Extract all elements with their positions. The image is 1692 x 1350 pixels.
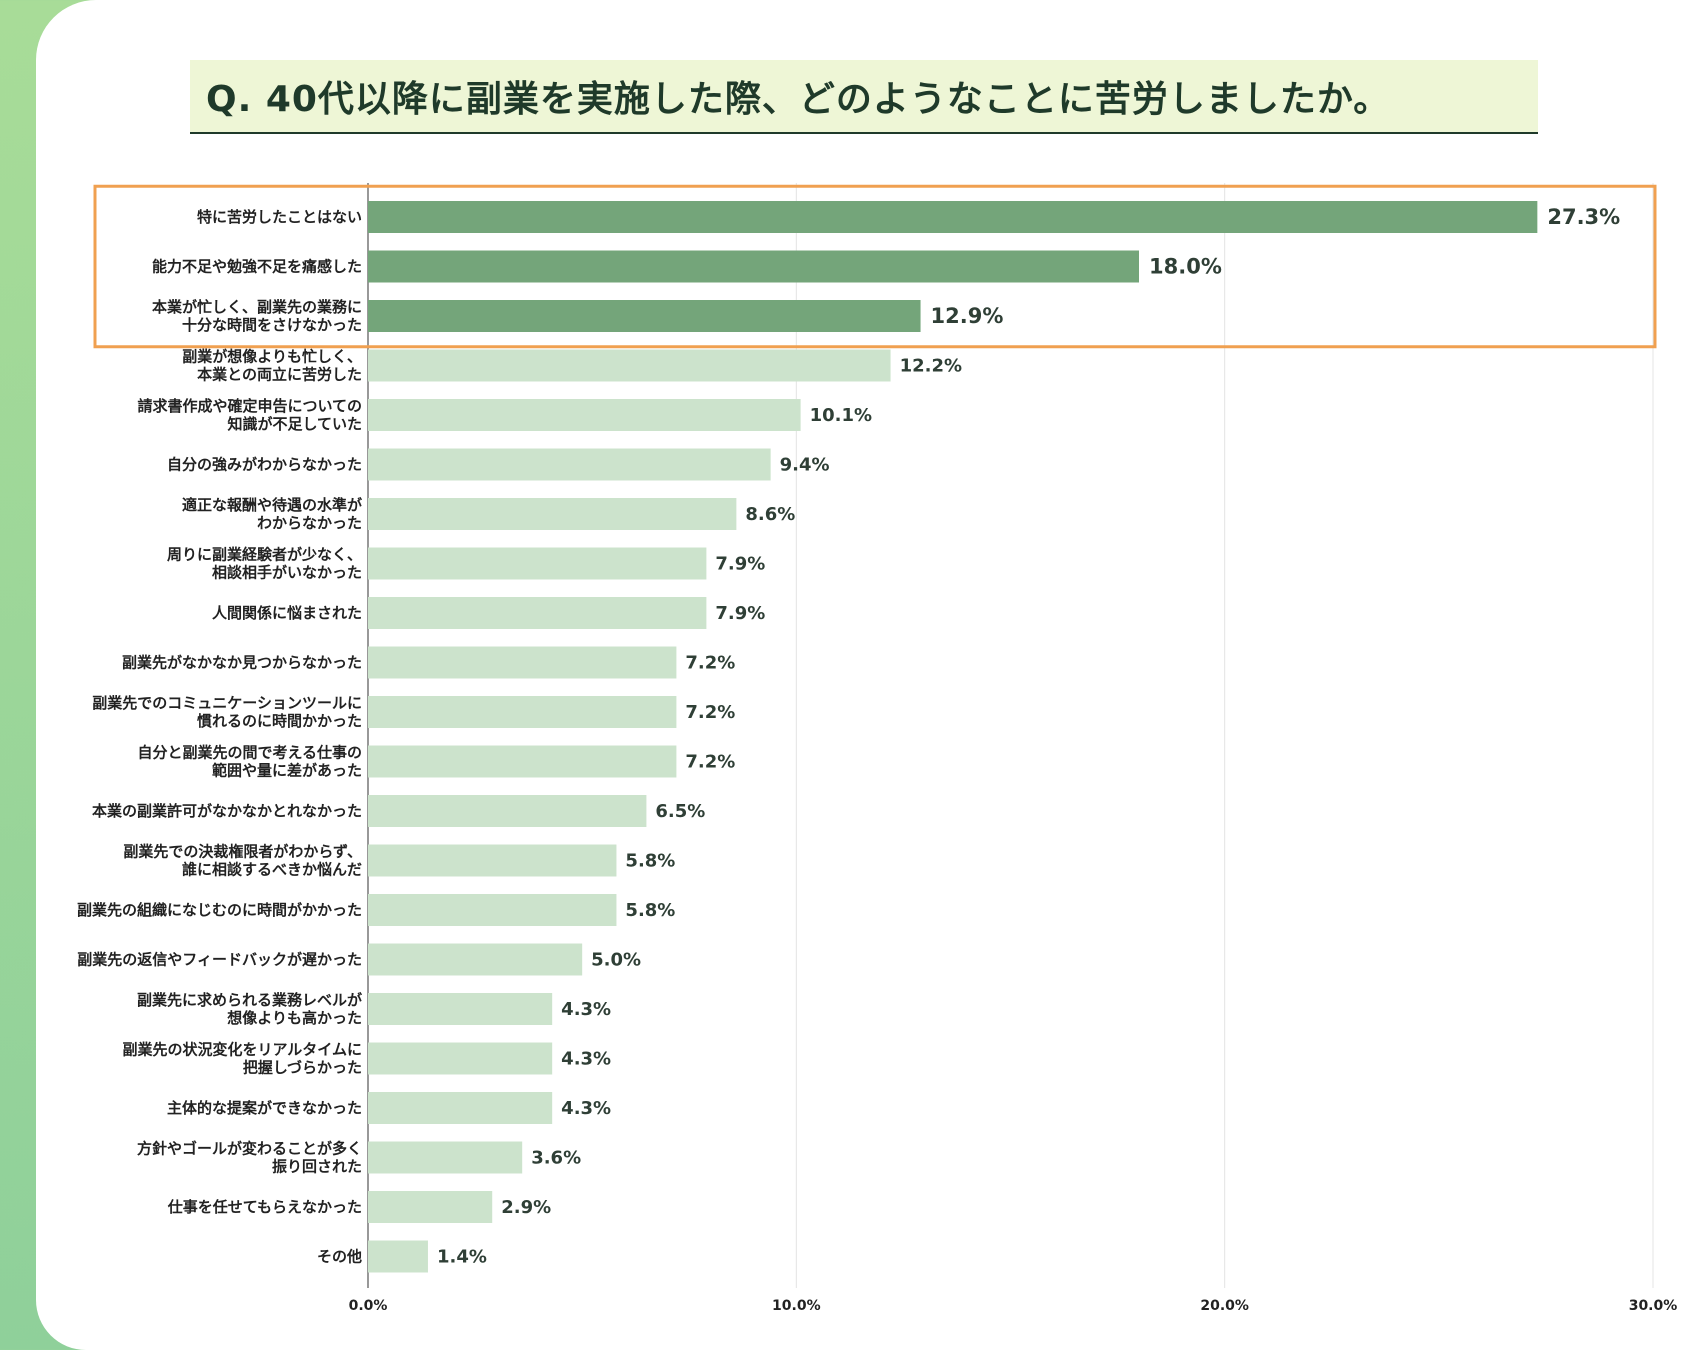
bar [368, 795, 647, 827]
category-label: 本業の副業許可がなかなかとれなかった [92, 802, 362, 820]
category-label: その他 [317, 1248, 362, 1266]
bar [368, 993, 553, 1025]
tick-label: 10.0% [772, 1298, 821, 1314]
data-label: 5.0% [591, 950, 641, 971]
bar [368, 250, 1139, 283]
data-label: 4.3% [561, 999, 611, 1020]
category-label: 把握しづらかった [243, 1059, 362, 1077]
category-label: わからなかった [257, 514, 362, 532]
data-label: 4.3% [561, 1098, 611, 1119]
data-label: 7.2% [685, 752, 735, 773]
category-label: 知識が不足していた [227, 415, 362, 433]
data-label: 2.9% [501, 1197, 551, 1218]
category-label: 自分と副業先の間で考える仕事の [137, 744, 362, 762]
bar [368, 448, 771, 481]
highlight-frame [93, 184, 1657, 349]
category-label: 本業が忙しく、副業先の業務に [152, 298, 362, 316]
data-label: 5.8% [625, 851, 675, 872]
category-label: 副業先での決裁権限者がわからず、 [123, 843, 362, 861]
category-label: 特に苦労したことはない [197, 208, 362, 226]
bar [368, 547, 707, 580]
data-label: 3.6% [531, 1148, 581, 1169]
bar [368, 745, 677, 778]
data-label: 7.2% [685, 653, 735, 674]
category-label: 主体的な提案ができなかった [167, 1099, 362, 1117]
data-label: 7.2% [685, 702, 735, 723]
data-label: 1.4% [437, 1247, 487, 1268]
category-label: 範囲や量に差があった [212, 762, 362, 780]
category-label: 請求書作成や確定申告についての [137, 397, 362, 415]
bar [368, 597, 707, 629]
bar [368, 696, 677, 728]
chart-title-box: Q. 40代以降に副業を実施した際、どのようなことに苦労しましたか。 [190, 60, 1538, 134]
category-label: 仕事を任せてもらえなかった [167, 1198, 362, 1216]
data-label: 8.6% [745, 504, 795, 525]
bar [368, 498, 737, 530]
category-label: 相談相手がいなかった [212, 564, 362, 582]
bar [368, 349, 891, 382]
category-label: 振り回された [272, 1158, 362, 1176]
data-label: 10.1% [810, 405, 872, 426]
data-label: 5.8% [625, 900, 675, 921]
category-label: 能力不足や勉強不足を痛感した [152, 258, 362, 276]
category-label: 副業先に求められる業務レベルが [137, 991, 363, 1009]
tick-label: 30.0% [1629, 1298, 1678, 1314]
category-label: 慣れるのに時間かかった [197, 712, 362, 730]
chart-title: Q. 40代以降に副業を実施した際、どのようなことに苦労しましたか。 [206, 79, 1391, 120]
data-label: 6.5% [655, 801, 705, 822]
category-label: 誰に相談するべきか悩んだ [182, 861, 362, 879]
data-label: 12.9% [931, 304, 1004, 328]
category-label: 周りに副業経験者が少なく、 [167, 546, 362, 564]
category-label: 副業先でのコミュニケーションツールに [92, 694, 362, 712]
data-label: 27.3% [1547, 205, 1620, 229]
data-label: 7.9% [715, 603, 765, 624]
bar [368, 1092, 553, 1124]
category-label: 方針やゴールが変わることが多く [137, 1140, 362, 1158]
category-label: 十分な時間をさけなかった [182, 316, 362, 334]
bar [368, 1141, 523, 1174]
category-label: 自分の強みがわからなかった [167, 456, 362, 474]
bar [368, 1042, 553, 1075]
bar [368, 399, 801, 431]
category-label: 想像よりも高かった [226, 1009, 362, 1027]
category-label: 副業先がなかなか見つからなかった [122, 654, 362, 672]
category-label: 適正な報酬や待遇の水準が [182, 496, 363, 514]
category-label: 人間関係に悩まされた [212, 604, 362, 622]
bar [368, 646, 677, 679]
data-label: 7.9% [715, 554, 765, 575]
bar [368, 894, 617, 926]
category-label: 本業との両立に苦労した [197, 366, 362, 384]
tick-label: 0.0% [349, 1298, 388, 1314]
category-label: 副業先の組織になじむのに時間がかかった [77, 901, 362, 919]
bar [368, 201, 1538, 233]
data-label: 12.2% [900, 356, 962, 377]
bar [368, 1191, 493, 1223]
bar [368, 300, 921, 332]
category-label: 副業先の返信やフィードバックが遅かった [77, 951, 362, 969]
bar [368, 844, 617, 877]
bar [368, 1240, 428, 1273]
data-label: 18.0% [1149, 255, 1222, 279]
data-label: 4.3% [561, 1049, 611, 1070]
tick-label: 20.0% [1200, 1298, 1249, 1314]
category-label: 副業が想像よりも忙しく、 [182, 348, 362, 366]
data-label: 9.4% [780, 455, 830, 476]
category-label: 副業先の状況変化をリアルタイムに [122, 1041, 362, 1059]
bar [368, 943, 583, 976]
